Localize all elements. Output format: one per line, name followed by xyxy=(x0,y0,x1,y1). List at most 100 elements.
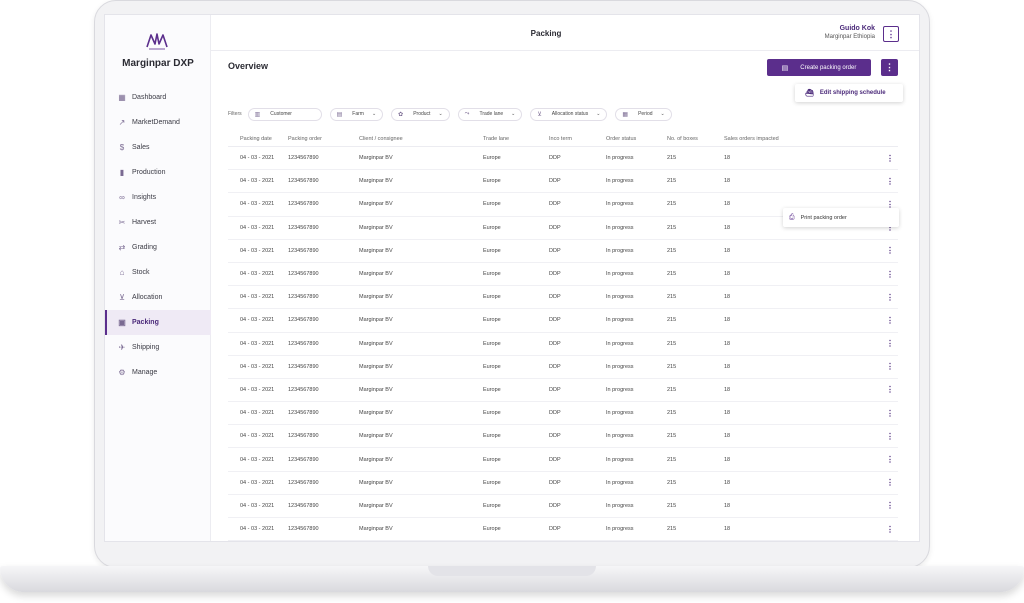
column-header[interactable]: Packing order xyxy=(288,135,322,142)
sidebar-item-label: Sales xyxy=(132,144,150,151)
row-actions-kebab-icon[interactable]: ⋮ xyxy=(886,501,894,511)
sidebar-item-manage[interactable]: ⚙ Manage xyxy=(105,360,211,385)
sidebar-item-shipping[interactable]: ✈ Shipping xyxy=(105,335,211,360)
column-header[interactable]: Sales orders impacted xyxy=(724,135,779,142)
filter-period[interactable]: ▦ Period ⌄ xyxy=(615,107,672,121)
column-header[interactable]: Order status xyxy=(606,135,637,142)
user-info[interactable]: Guido Kok Marginpar Ethiopia xyxy=(825,25,875,40)
table-cell: 18 xyxy=(724,433,731,440)
filter-label: Customer xyxy=(270,111,292,117)
table-cell: Marginpar BV xyxy=(359,340,393,347)
row-actions-kebab-icon[interactable]: ⋮ xyxy=(886,478,894,488)
table-header: Packing date Packing order Client / consig… xyxy=(228,131,898,147)
filter-allocation-status[interactable]: ⊻ Allocation status ⌄ xyxy=(530,107,608,121)
row-actions-kebab-icon[interactable]: ⋮ xyxy=(886,315,894,325)
row-actions-kebab-icon[interactable]: ⋮ xyxy=(886,153,894,163)
table-cell: 1234567890 xyxy=(288,224,319,231)
row-actions-kebab-icon[interactable]: ⋮ xyxy=(886,362,894,372)
sidebar-item-packing[interactable]: ▣ Packing xyxy=(105,310,211,335)
sidebar-item-marketdemand[interactable]: ↗ MarketDemand xyxy=(105,110,211,135)
more-actions-button[interactable]: ⋮ xyxy=(881,59,898,76)
sidebar-nav: ▦ Dashboard ↗ MarketDemand $ Sales ▮ Production… xyxy=(105,85,211,385)
row-actions-kebab-icon[interactable]: ⋮ xyxy=(886,292,894,302)
row-actions-kebab-icon[interactable]: ⋮ xyxy=(886,524,894,534)
column-header[interactable]: Trade lane xyxy=(483,135,510,142)
filter-trade-lane[interactable]: ⤳ Trade lane ⌄ xyxy=(457,107,523,121)
table-cell: Europe xyxy=(483,294,501,301)
table-cell: 215 xyxy=(667,340,677,347)
sidebar-item-label: Harvest xyxy=(132,219,157,226)
page-title: Packing xyxy=(530,29,562,38)
filter-product[interactable]: ✿ Product ⌄ xyxy=(391,107,450,121)
row-actions-kebab-icon[interactable]: ⋮ xyxy=(886,246,894,256)
sidebar-item-allocation[interactable]: ⊻ Allocation xyxy=(105,285,211,310)
sidebar-item-sales[interactable]: $ Sales xyxy=(105,135,211,160)
column-header[interactable]: No. of boxes xyxy=(667,135,698,142)
column-header[interactable]: Client / consignee xyxy=(359,135,403,142)
overview-title: Overview xyxy=(228,61,269,71)
trend-icon: ↗ xyxy=(118,117,126,127)
row-actions-kebab-icon[interactable]: ⋮ xyxy=(886,199,894,209)
filter-farm[interactable]: ▤ Farm ⌄ xyxy=(329,107,384,121)
row-actions-kebab-icon[interactable]: ⋮ xyxy=(886,455,894,465)
filter-label: Farm xyxy=(352,111,364,117)
sidebar-item-harvest[interactable]: ✂ Harvest xyxy=(105,210,211,235)
row-actions-kebab-icon[interactable]: ⋮ xyxy=(886,431,894,441)
row-actions-kebab-icon[interactable]: ⋮ xyxy=(886,223,894,233)
table-cell: 1234567890 xyxy=(288,363,319,370)
sidebar-item-production[interactable]: ▮ Production xyxy=(105,160,211,185)
column-header[interactable]: Inco term xyxy=(549,135,572,142)
filter-customer[interactable]: ▥ Customer xyxy=(247,107,322,121)
sidebar-item-stock[interactable]: ⌂ Stock xyxy=(105,260,211,285)
table-cell: In progress xyxy=(606,363,634,370)
sidebar-item-grading[interactable]: ⇄ Grading xyxy=(105,235,211,260)
edit-shipping-schedule-menu-item[interactable]: ⛴ Edit shipping schedule xyxy=(795,84,903,102)
table-cell: 18 xyxy=(724,317,731,324)
print-packing-order-menu-item[interactable]: ⎙ Print packing order xyxy=(783,208,899,227)
table-cell: Europe xyxy=(483,201,501,208)
column-header[interactable]: Packing date xyxy=(240,135,272,142)
table-cell: DDP xyxy=(549,294,561,301)
row-actions-kebab-icon[interactable]: ⋮ xyxy=(886,269,894,279)
table-cell: Europe xyxy=(483,526,501,533)
table-cell: Marginpar BV xyxy=(359,502,393,509)
table-cell: 04 - 03 - 2021 xyxy=(240,410,275,417)
table-cell: In progress xyxy=(606,201,634,208)
table-cell: 18 xyxy=(724,479,731,486)
row-actions-kebab-icon[interactable]: ⋮ xyxy=(886,408,894,418)
table-cell: Europe xyxy=(483,386,501,393)
row-actions-kebab-icon[interactable]: ⋮ xyxy=(886,385,894,395)
create-packing-order-button[interactable]: ▤ Create packing order xyxy=(767,59,871,76)
sidebar-item-dashboard[interactable]: ▦ Dashboard xyxy=(105,85,211,110)
row-actions-kebab-icon[interactable]: ⋮ xyxy=(886,339,894,349)
table-cell: 1234567890 xyxy=(288,201,319,208)
row-actions-kebab-icon[interactable]: ⋮ xyxy=(886,176,894,186)
table-cell: DDP xyxy=(549,502,561,509)
table-cell: 215 xyxy=(667,456,677,463)
table-body: 04 - 03 - 2021 1234567890 Marginpar BV Euro… xyxy=(228,147,898,542)
chevron-down-icon: ⌄ xyxy=(660,111,665,117)
table-cell: 1234567890 xyxy=(288,294,319,301)
sidebar-item-insights[interactable]: ∞ Insights xyxy=(105,185,211,210)
user-menu-button[interactable]: ⋮ xyxy=(883,26,899,42)
table-cell: 215 xyxy=(667,363,677,370)
table-cell: 18 xyxy=(724,271,731,278)
